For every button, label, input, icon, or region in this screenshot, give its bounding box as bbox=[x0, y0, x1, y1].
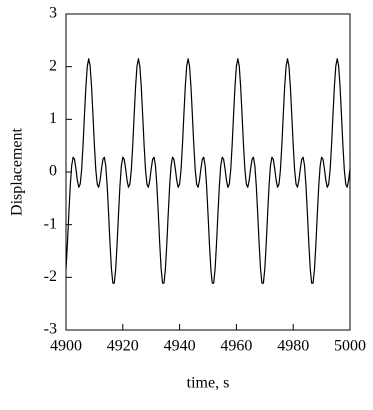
y-axis-label: Displacement bbox=[9, 127, 26, 216]
y-tick-label: -3 bbox=[44, 321, 57, 338]
y-tick-label: -2 bbox=[44, 268, 57, 285]
y-tick-label: -1 bbox=[44, 215, 57, 232]
y-tick-label: 3 bbox=[49, 5, 57, 22]
x-tick-label: 4960 bbox=[220, 338, 252, 355]
x-tick-label: 4920 bbox=[107, 338, 139, 355]
y-tick-label: 2 bbox=[49, 57, 57, 74]
x-tick-label: 4940 bbox=[164, 338, 196, 355]
x-axis-label: time, s bbox=[187, 375, 230, 392]
y-tick-label: 1 bbox=[49, 110, 57, 127]
x-tick-label: 4980 bbox=[277, 338, 309, 355]
plot-frame bbox=[65, 13, 351, 331]
x-tick-label: 5000 bbox=[334, 338, 366, 355]
data-line bbox=[65, 58, 351, 284]
y-tick-label: 0 bbox=[49, 163, 57, 180]
x-tick-label: 4900 bbox=[50, 338, 82, 355]
